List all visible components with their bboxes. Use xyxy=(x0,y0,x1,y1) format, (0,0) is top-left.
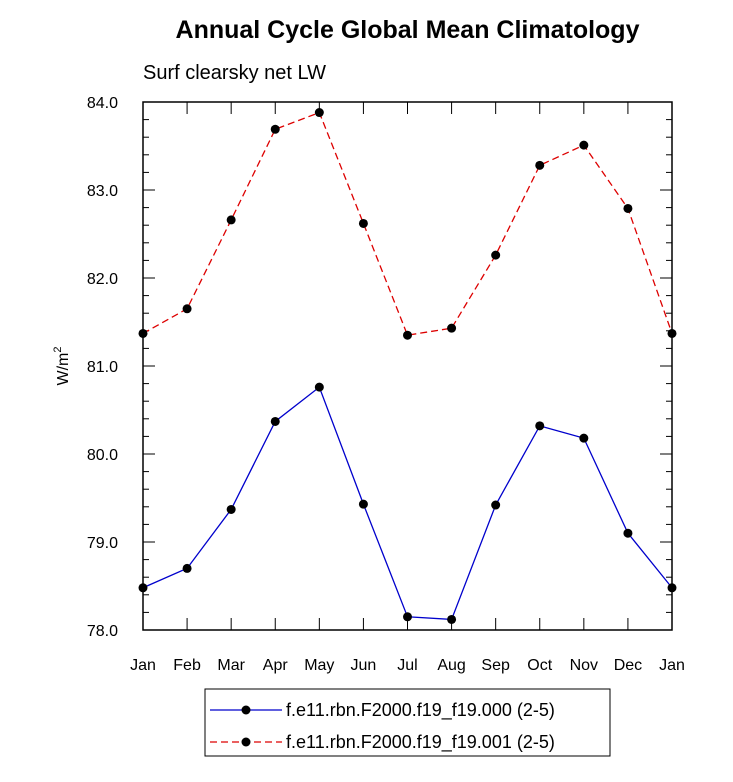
series-layer xyxy=(138,108,677,624)
legend-label-1: f.e11.rbn.F2000.f19_f19.001 (2-5) xyxy=(286,732,555,753)
series-1-point xyxy=(270,124,280,134)
x-tick-label: Jan xyxy=(659,657,685,674)
x-tick-label: Aug xyxy=(437,657,465,674)
tick-labels: 78.0 79.0 80.0 81.0 82.0 83.0 84.0 Jan Feb Mar Apr… xyxy=(87,95,685,674)
legend: f.e11.rbn.F2000.f19_f19.000 (2-5) f.e11.r… xyxy=(204,688,611,757)
series-1-point xyxy=(623,203,633,213)
series-1-point xyxy=(358,218,368,228)
x-tick-label: Jul xyxy=(397,657,417,674)
y-tick-label: 83.0 xyxy=(87,183,118,200)
series-1-point xyxy=(226,215,236,225)
series-1-point xyxy=(491,250,501,260)
y-tick-label: 84.0 xyxy=(87,95,118,112)
series-0-point xyxy=(226,504,236,514)
plot-frame xyxy=(142,101,673,631)
y-axis-label-superscript: 2 xyxy=(52,347,64,353)
x-tick-label: Dec xyxy=(614,657,642,674)
y-tick-label: 81.0 xyxy=(87,359,118,376)
x-tick-label: Jan xyxy=(130,657,156,674)
x-tick-label: Sep xyxy=(481,657,510,674)
series-line-1 xyxy=(142,111,673,336)
legend-marker-1 xyxy=(241,737,251,747)
series-1-point xyxy=(314,108,324,118)
chart-subtitle: Surf clearsky net LW xyxy=(143,62,327,84)
x-tick-label: Mar xyxy=(217,657,245,674)
y-tick-label: 80.0 xyxy=(87,447,118,464)
series-1-point xyxy=(182,304,192,314)
series-0-point xyxy=(358,499,368,509)
legend-label-0: f.e11.rbn.F2000.f19_f19.000 (2-5) xyxy=(286,700,555,721)
series-1-point xyxy=(403,330,412,340)
y-axis-label: W/m2 xyxy=(52,347,72,386)
series-0-point xyxy=(623,528,633,538)
x-tick-label: Nov xyxy=(570,657,598,674)
series-0-point xyxy=(535,421,545,431)
legend-marker-0 xyxy=(241,705,251,715)
x-tick-label: May xyxy=(304,657,334,674)
series-1-point xyxy=(579,140,589,150)
series-0-point xyxy=(447,614,457,624)
series-0-point xyxy=(182,563,192,573)
y-tick-label: 78.0 xyxy=(87,623,118,640)
series-0-point xyxy=(314,382,324,392)
series-0-point xyxy=(491,500,501,510)
legend-box xyxy=(204,688,611,757)
series-line-0 xyxy=(142,386,673,621)
x-tick-label: Apr xyxy=(263,657,289,674)
chart-title: Annual Cycle Global Mean Climatology xyxy=(175,16,640,44)
series-0-point xyxy=(270,416,280,426)
axis-ticks xyxy=(142,101,673,631)
series-1-point xyxy=(447,323,457,333)
series-0-point xyxy=(579,433,589,443)
x-tick-label: Feb xyxy=(173,657,201,674)
y-tick-label: 79.0 xyxy=(87,535,118,552)
x-tick-label: Jun xyxy=(351,657,377,674)
series-1-point xyxy=(535,160,545,170)
y-tick-label: 82.0 xyxy=(87,271,118,288)
series-0-point xyxy=(403,612,412,622)
y-axis-label-text: W/m xyxy=(55,353,72,386)
x-tick-label: Oct xyxy=(527,657,552,674)
